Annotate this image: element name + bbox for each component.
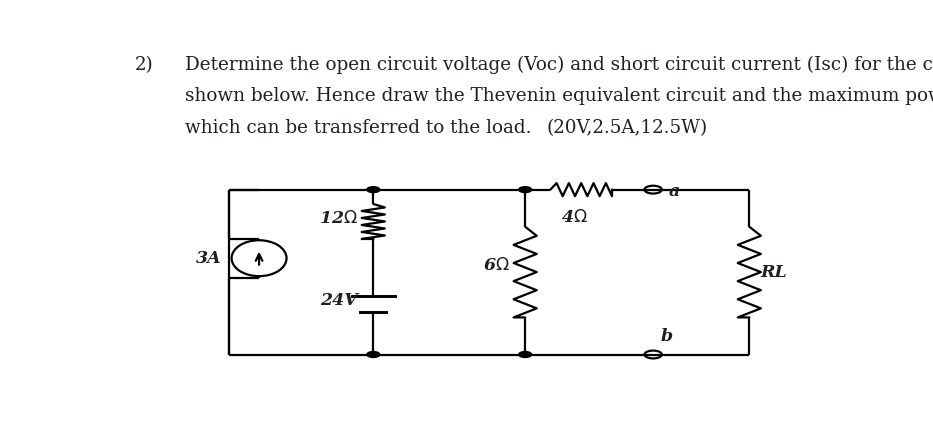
Text: 2): 2) (134, 56, 153, 74)
Text: 4$\Omega$: 4$\Omega$ (561, 209, 588, 226)
Circle shape (519, 187, 532, 192)
Text: 3A: 3A (196, 250, 221, 267)
Text: Determine the open circuit voltage (Voc) and short circuit current (Isc) for the: Determine the open circuit voltage (Voc)… (186, 56, 933, 74)
Text: b: b (661, 328, 673, 345)
Circle shape (645, 351, 661, 358)
Text: 24V: 24V (320, 292, 357, 309)
Text: 6$\Omega$: 6$\Omega$ (482, 257, 509, 274)
Text: which can be transferred to the load.: which can be transferred to the load. (186, 119, 532, 137)
Circle shape (645, 186, 661, 193)
Circle shape (519, 351, 532, 357)
Text: RL: RL (760, 264, 787, 281)
Circle shape (367, 351, 380, 357)
Text: 12$\Omega$: 12$\Omega$ (318, 210, 357, 227)
Text: (20V,2.5A,12.5W): (20V,2.5A,12.5W) (547, 119, 708, 137)
Circle shape (367, 187, 380, 192)
Text: a: a (669, 183, 680, 200)
Text: shown below. Hence draw the Thevenin equivalent circuit and the maximum power: shown below. Hence draw the Thevenin equ… (186, 87, 933, 106)
